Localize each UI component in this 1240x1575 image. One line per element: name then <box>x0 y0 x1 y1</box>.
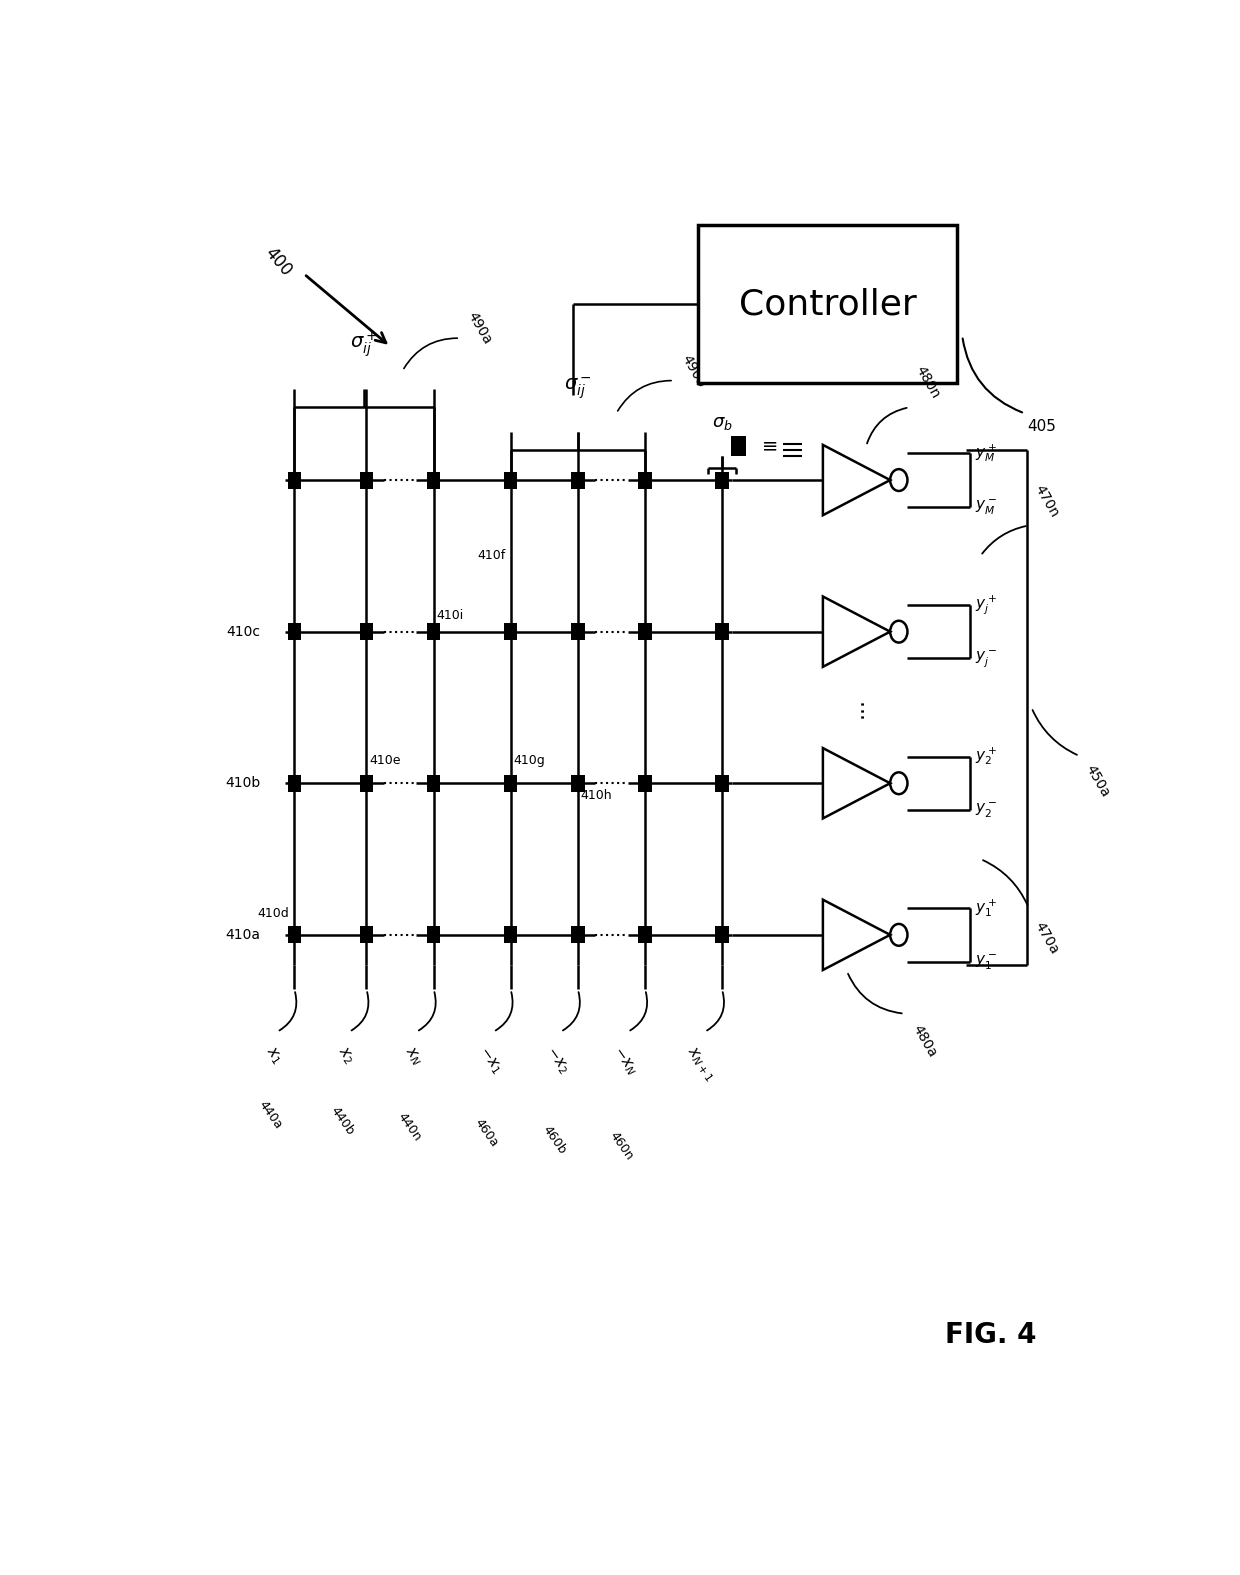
Bar <box>503 926 517 943</box>
Text: $y_j^+$: $y_j^+$ <box>975 594 997 617</box>
Text: 460n: 460n <box>606 1129 635 1162</box>
Text: 410a: 410a <box>226 928 260 942</box>
Bar <box>360 471 373 488</box>
Text: $x_1$: $x_1$ <box>262 1044 284 1066</box>
Text: FIG. 4: FIG. 4 <box>945 1321 1037 1350</box>
Text: $x_2$: $x_2$ <box>334 1044 357 1066</box>
Text: $-x_N$: $-x_N$ <box>609 1044 640 1079</box>
Bar <box>572 775 584 792</box>
Text: ...: ... <box>847 698 867 718</box>
Text: 490a: 490a <box>465 310 495 346</box>
Bar <box>360 624 373 639</box>
Bar <box>572 624 584 639</box>
Bar <box>572 471 584 488</box>
Bar <box>427 775 440 792</box>
Text: 490b: 490b <box>678 353 708 389</box>
Text: 405: 405 <box>1028 419 1056 435</box>
Bar <box>288 775 301 792</box>
Bar <box>427 624 440 639</box>
Bar <box>730 436 746 455</box>
Text: 440n: 440n <box>396 1110 424 1143</box>
Bar <box>503 775 517 792</box>
Text: $y_2^+$: $y_2^+$ <box>975 745 997 767</box>
Bar <box>572 926 584 943</box>
Text: $y_M^+$: $y_M^+$ <box>975 443 997 465</box>
Text: 410h: 410h <box>580 789 613 802</box>
Text: Controller: Controller <box>739 287 916 321</box>
Bar <box>288 471 301 488</box>
Bar <box>639 624 652 639</box>
Bar <box>715 775 729 792</box>
Bar <box>503 471 517 488</box>
Bar <box>698 225 957 383</box>
Text: 440b: 440b <box>329 1104 357 1139</box>
Text: $y_M^-$: $y_M^-$ <box>975 498 997 517</box>
Text: 410b: 410b <box>226 776 260 791</box>
Text: $-x_2$: $-x_2$ <box>542 1044 572 1077</box>
Bar <box>639 471 652 488</box>
Text: 410g: 410g <box>513 754 546 767</box>
Bar <box>427 926 440 943</box>
Text: 470n: 470n <box>1032 482 1061 520</box>
Text: 410c: 410c <box>227 625 260 638</box>
Bar <box>715 471 729 488</box>
Text: 460a: 460a <box>472 1117 501 1150</box>
Text: 410d: 410d <box>258 907 289 920</box>
Text: $\sigma_b$: $\sigma_b$ <box>712 414 733 432</box>
Text: $y_1^-$: $y_1^-$ <box>975 951 997 972</box>
Text: 480a: 480a <box>909 1022 939 1060</box>
Text: $y_1^+$: $y_1^+$ <box>975 898 997 920</box>
Text: $\sigma_{ij}^+$: $\sigma_{ij}^+$ <box>350 329 378 359</box>
Text: 410f: 410f <box>477 550 506 562</box>
Bar <box>360 775 373 792</box>
Text: $y_j^-$: $y_j^-$ <box>975 647 997 669</box>
Text: $x_{N+1}$: $x_{N+1}$ <box>683 1044 718 1084</box>
Bar <box>427 471 440 488</box>
Bar <box>639 926 652 943</box>
Bar <box>503 624 517 639</box>
Text: 410i: 410i <box>436 610 464 622</box>
Text: 480n: 480n <box>913 364 942 402</box>
Text: 400: 400 <box>260 244 295 280</box>
Text: $x_N$: $x_N$ <box>401 1044 424 1068</box>
Text: 450a: 450a <box>1083 762 1112 799</box>
Bar <box>360 926 373 943</box>
Text: 410e: 410e <box>370 754 401 767</box>
Text: 460b: 460b <box>539 1123 568 1156</box>
Bar <box>288 624 301 639</box>
Bar <box>715 926 729 943</box>
Text: $-x_1$: $-x_1$ <box>475 1044 505 1077</box>
Bar <box>288 926 301 943</box>
Text: $\sigma_{ij}^-$: $\sigma_{ij}^-$ <box>564 376 591 402</box>
Text: $\equiv$: $\equiv$ <box>758 436 777 455</box>
Bar <box>639 775 652 792</box>
Text: 440a: 440a <box>255 1099 285 1132</box>
Bar <box>715 624 729 639</box>
Text: $y_2^-$: $y_2^-$ <box>975 800 997 819</box>
Text: 470a: 470a <box>1032 920 1061 958</box>
